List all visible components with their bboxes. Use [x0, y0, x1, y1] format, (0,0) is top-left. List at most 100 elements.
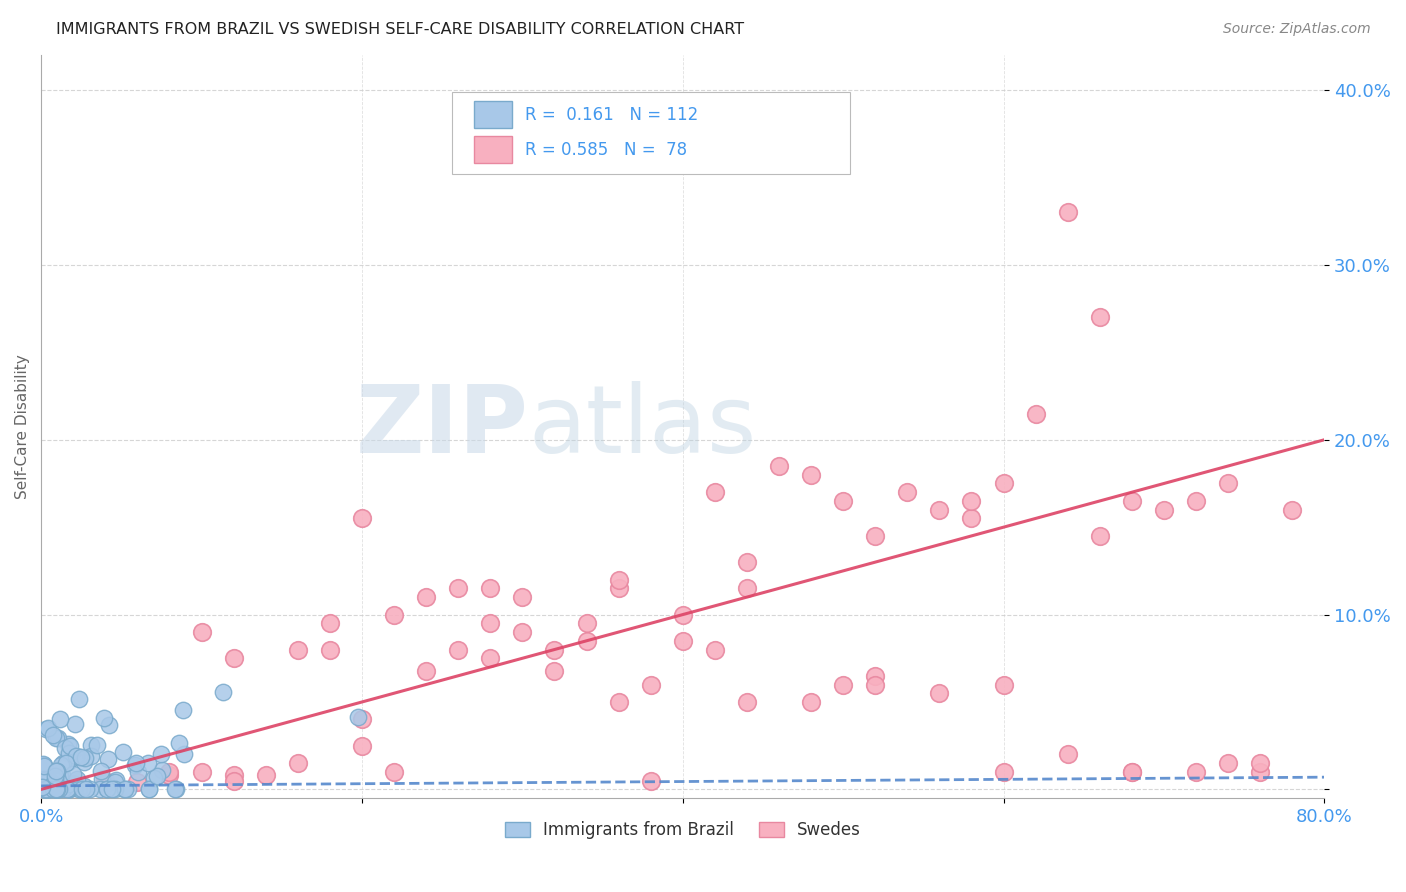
- Point: [39, 782, 62, 797]
- Point: [80, 749, 103, 764]
- Point: [1121, 764, 1143, 779]
- Point: [44, 772, 66, 786]
- Point: [447, 582, 470, 596]
- Point: [127, 764, 149, 779]
- Point: [34, 722, 56, 736]
- Point: [69, 750, 91, 764]
- Bar: [474, 136, 512, 163]
- Point: [165, 782, 187, 797]
- Point: [143, 771, 166, 785]
- Point: [31, 780, 53, 794]
- Point: [287, 642, 309, 657]
- Point: [640, 677, 662, 691]
- Text: IMMIGRANTS FROM BRAZIL VS SWEDISH SELF-CARE DISABILITY CORRELATION CHART: IMMIGRANTS FROM BRAZIL VS SWEDISH SELF-C…: [56, 22, 744, 37]
- Point: [32, 782, 55, 797]
- Point: [735, 582, 758, 596]
- Point: [58, 782, 80, 797]
- Point: [159, 764, 181, 779]
- Point: [41, 778, 63, 792]
- Point: [55, 756, 77, 771]
- Point: [65, 748, 87, 763]
- Point: [51, 768, 73, 782]
- Point: [93, 710, 115, 724]
- Point: [172, 702, 194, 716]
- Point: [86, 738, 108, 752]
- Y-axis label: Self-Care Disability: Self-Care Disability: [15, 354, 30, 499]
- Point: [75, 782, 97, 797]
- Text: R = 0.585   N =  78: R = 0.585 N = 78: [524, 141, 688, 159]
- Point: [512, 625, 534, 640]
- Point: [415, 590, 437, 604]
- Point: [703, 642, 725, 657]
- Point: [35, 782, 58, 797]
- Point: [512, 590, 534, 604]
- Point: [55, 781, 77, 796]
- Point: [382, 764, 405, 779]
- Point: [1281, 502, 1303, 516]
- Point: [96, 782, 118, 797]
- Point: [58, 746, 80, 760]
- Point: [479, 582, 502, 596]
- Point: [56, 737, 79, 751]
- Point: [735, 695, 758, 709]
- Point: [45, 731, 67, 746]
- Point: [96, 782, 118, 797]
- Point: [138, 782, 160, 797]
- Point: [672, 633, 695, 648]
- Point: [46, 782, 69, 797]
- Point: [703, 485, 725, 500]
- Point: [896, 485, 918, 500]
- Legend: Immigrants from Brazil, Swedes: Immigrants from Brazil, Swedes: [498, 814, 868, 846]
- Point: [672, 607, 695, 622]
- Point: [46, 764, 69, 779]
- Point: [37, 782, 59, 797]
- Point: [1218, 756, 1240, 771]
- Point: [67, 691, 90, 706]
- Point: [211, 685, 233, 699]
- Point: [97, 717, 120, 731]
- Point: [138, 782, 160, 797]
- Point: [45, 782, 67, 797]
- Point: [90, 764, 112, 779]
- Point: [114, 781, 136, 796]
- Point: [350, 511, 373, 525]
- Point: [37, 721, 59, 735]
- Point: [127, 775, 149, 789]
- Point: [48, 782, 70, 797]
- Point: [45, 782, 67, 797]
- Point: [222, 651, 245, 665]
- Point: [1218, 476, 1240, 491]
- Text: ZIP: ZIP: [356, 381, 529, 473]
- Point: [97, 752, 120, 766]
- Point: [1249, 764, 1271, 779]
- Point: [45, 764, 67, 779]
- Point: [58, 777, 80, 791]
- Point: [35, 782, 58, 797]
- Point: [190, 625, 212, 640]
- Point: [149, 747, 172, 762]
- Text: R =  0.161   N = 112: R = 0.161 N = 112: [524, 105, 699, 124]
- Point: [832, 494, 855, 508]
- Point: [347, 709, 370, 723]
- Point: [167, 736, 190, 750]
- Point: [319, 642, 342, 657]
- Point: [222, 773, 245, 788]
- Point: [1025, 407, 1047, 421]
- Point: [928, 502, 950, 516]
- Point: [190, 764, 212, 779]
- Point: [44, 782, 66, 797]
- Point: [543, 664, 565, 678]
- Point: [73, 756, 96, 770]
- Point: [1153, 502, 1175, 516]
- Point: [1088, 310, 1111, 325]
- Point: [58, 755, 80, 769]
- Point: [865, 677, 887, 691]
- Point: [993, 476, 1015, 491]
- Point: [165, 782, 187, 797]
- Point: [928, 686, 950, 700]
- Point: [1088, 529, 1111, 543]
- Point: [32, 758, 55, 772]
- Point: [38, 772, 60, 787]
- Point: [104, 774, 127, 789]
- Point: [31, 756, 53, 771]
